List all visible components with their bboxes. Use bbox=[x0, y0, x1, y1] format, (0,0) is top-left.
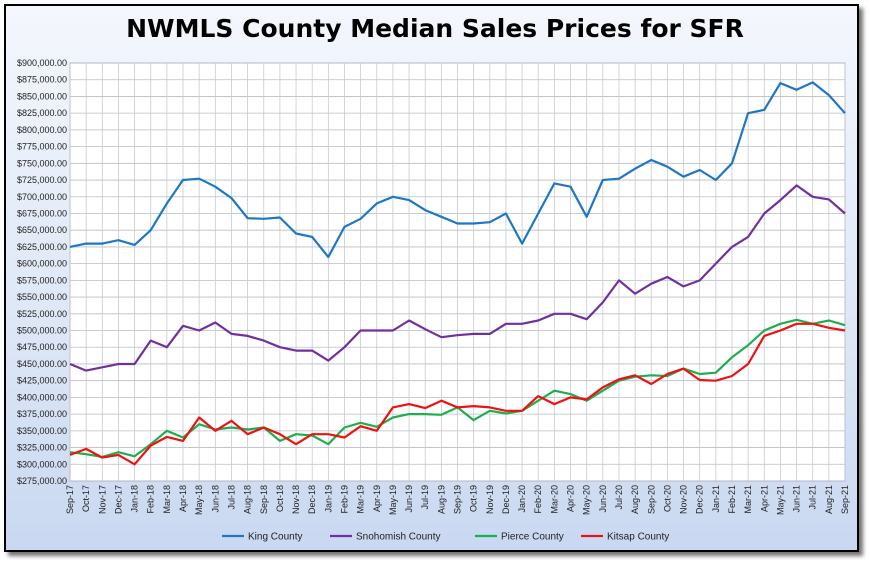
y-tick-label: $400,000.00 bbox=[17, 392, 67, 402]
y-tick-label: $450,000.00 bbox=[17, 359, 67, 369]
x-tick-label: Apr-19 bbox=[372, 485, 382, 512]
x-tick-label: Mar-20 bbox=[549, 485, 559, 514]
x-tick-label: Nov-19 bbox=[485, 485, 495, 514]
y-tick-label: $475,000.00 bbox=[17, 342, 67, 352]
x-tick-label: Jul-20 bbox=[614, 485, 624, 510]
x-tick-label: Sep-18 bbox=[259, 485, 269, 514]
y-tick-label: $750,000.00 bbox=[17, 158, 67, 168]
chart-title: NWMLS County Median Sales Prices for SFR bbox=[126, 14, 744, 43]
x-tick-label: Oct-20 bbox=[662, 485, 672, 512]
x-tick-label: Jul-19 bbox=[420, 485, 430, 510]
x-tick-label: Feb-19 bbox=[339, 485, 349, 514]
y-tick-label: $300,000.00 bbox=[17, 459, 67, 469]
x-tick-label: Jan-20 bbox=[517, 485, 527, 513]
x-tick-label: Apr-20 bbox=[566, 485, 576, 512]
x-tick-label: Jun-20 bbox=[598, 485, 608, 513]
x-tick-label: Jan-21 bbox=[711, 485, 721, 513]
x-tick-label: Feb-18 bbox=[146, 485, 156, 514]
x-tick-label: Oct-17 bbox=[81, 485, 91, 512]
x-axis-ticks: Sep-17 Oct-17 Nov-17 Dec-17 Jan-18 Feb-18 Mar-… bbox=[65, 485, 850, 515]
y-tick-label: $775,000.00 bbox=[17, 142, 67, 152]
x-tick-label: Sep-19 bbox=[453, 485, 463, 514]
y-tick-label: $625,000.00 bbox=[17, 242, 67, 252]
series-line-king-county bbox=[69, 81, 846, 259]
legend-label: Kitsap County bbox=[607, 532, 669, 543]
y-tick-label: $825,000.00 bbox=[17, 108, 67, 118]
x-tick-label: Nov-17 bbox=[97, 485, 107, 514]
x-tick-label: May-20 bbox=[582, 485, 592, 515]
x-tick-label: Apr-18 bbox=[178, 485, 188, 512]
x-tick-label: May-21 bbox=[775, 485, 785, 515]
x-tick-label: Sep-20 bbox=[646, 485, 656, 514]
y-tick-label: $575,000.00 bbox=[17, 275, 67, 285]
x-tick-label: Jul-18 bbox=[226, 485, 236, 510]
y-tick-label: $525,000.00 bbox=[17, 309, 67, 319]
y-axis-ticks: $275,000.00 $300,000.00 $325,000.00 $350,00… bbox=[17, 58, 67, 486]
series-line-snohomish-county bbox=[69, 184, 846, 372]
x-tick-label: Nov-18 bbox=[291, 485, 301, 514]
y-tick-label: $350,000.00 bbox=[17, 426, 67, 436]
x-tick-label: Jun-18 bbox=[210, 485, 220, 513]
x-tick-label: Sep-17 bbox=[65, 485, 75, 514]
x-tick-label: Mar-21 bbox=[743, 485, 753, 514]
y-tick-label: $900,000.00 bbox=[17, 58, 67, 68]
y-tick-label: $875,000.00 bbox=[17, 75, 67, 85]
x-tick-label: May-18 bbox=[194, 485, 204, 515]
y-tick-label: $550,000.00 bbox=[17, 292, 67, 302]
x-tick-label: Mar-19 bbox=[356, 485, 366, 514]
x-tick-label: Dec-18 bbox=[307, 485, 317, 514]
x-tick-label: Dec-19 bbox=[501, 485, 511, 514]
y-tick-label: $725,000.00 bbox=[17, 175, 67, 185]
x-tick-label: Sep-21 bbox=[840, 485, 850, 514]
gridlines bbox=[69, 62, 846, 482]
x-tick-label: Feb-21 bbox=[727, 485, 737, 514]
y-tick-label: $700,000.00 bbox=[17, 192, 67, 202]
x-tick-label: Dec-17 bbox=[113, 485, 123, 514]
legend-label: Pierce County bbox=[501, 532, 564, 543]
x-tick-label: Oct-19 bbox=[469, 485, 479, 512]
y-tick-label: $800,000.00 bbox=[17, 125, 67, 135]
y-tick-label: $425,000.00 bbox=[17, 376, 67, 386]
y-tick-label: $675,000.00 bbox=[17, 208, 67, 218]
y-tick-label: $375,000.00 bbox=[17, 409, 67, 419]
x-tick-label: Jan-19 bbox=[323, 485, 333, 513]
y-tick-label: $275,000.00 bbox=[17, 476, 67, 486]
x-tick-label: May-19 bbox=[388, 485, 398, 515]
y-tick-label: $850,000.00 bbox=[17, 91, 67, 101]
y-tick-label: $650,000.00 bbox=[17, 225, 67, 235]
legend: King County Snohomish County Pierce County… bbox=[222, 532, 669, 543]
x-tick-label: Aug-21 bbox=[824, 485, 834, 514]
x-tick-label: Oct-18 bbox=[275, 485, 285, 512]
x-tick-label: Jul-21 bbox=[808, 485, 818, 510]
y-tick-label: $600,000.00 bbox=[17, 259, 67, 269]
x-tick-label: Apr-21 bbox=[759, 485, 769, 512]
x-tick-label: Aug-18 bbox=[243, 485, 253, 514]
x-tick-label: Feb-20 bbox=[533, 485, 543, 514]
legend-label: Snohomish County bbox=[356, 532, 441, 543]
y-tick-label: $325,000.00 bbox=[17, 443, 67, 453]
x-tick-label: Jun-21 bbox=[792, 485, 802, 513]
y-tick-label: $500,000.00 bbox=[17, 326, 67, 336]
x-tick-label: Jun-19 bbox=[404, 485, 414, 513]
series-line-kitsap-county bbox=[69, 322, 846, 466]
x-tick-label: Aug-19 bbox=[436, 485, 446, 514]
x-tick-label: Aug-20 bbox=[630, 485, 640, 514]
x-tick-label: Dec-20 bbox=[695, 485, 705, 514]
legend-label: King County bbox=[248, 532, 302, 543]
x-tick-label: Nov-20 bbox=[679, 485, 689, 514]
series-lines bbox=[69, 81, 846, 466]
x-tick-label: Jan-18 bbox=[130, 485, 140, 513]
x-tick-label: Mar-18 bbox=[162, 485, 172, 514]
